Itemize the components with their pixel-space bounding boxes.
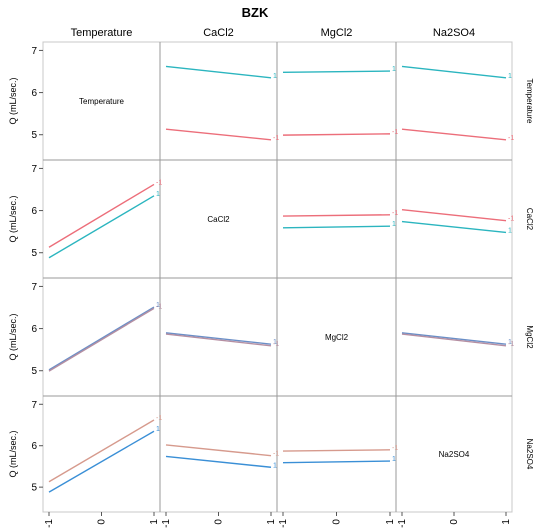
row-header-mgcl2: MgCl2 (525, 325, 534, 349)
series-line (165, 444, 272, 457)
x-tick-label: -1 (278, 519, 289, 528)
series-level-label: 1 (156, 426, 160, 433)
series-line (401, 128, 507, 141)
series-line (48, 306, 155, 371)
column-header-temperature: Temperature (71, 27, 133, 39)
series-level-label: 1 (508, 73, 512, 80)
row-header-na2so4: Na2SO4 (525, 439, 534, 470)
chart-title: BZK (242, 5, 269, 20)
series-line (48, 183, 155, 248)
series-line (48, 430, 155, 493)
y-tick-label: 5 (31, 130, 37, 141)
series-line (165, 333, 272, 347)
diagonal-label-mgcl2: MgCl2 (325, 333, 349, 342)
y-axis-label: Q (mL/sec.) (8, 77, 18, 124)
row-header-cacl2: CaCl2 (525, 208, 534, 231)
series-level-label: 1 (273, 462, 277, 469)
series-line (401, 333, 507, 347)
series-line (48, 195, 155, 259)
x-tick-label: 1 (149, 519, 160, 525)
series-level-label: -1 (508, 216, 514, 223)
series-line (282, 460, 391, 464)
y-tick-label: 7 (31, 46, 37, 57)
y-tick-label: 6 (31, 324, 37, 335)
y-tick-label: 5 (31, 366, 37, 377)
series-level-label: -1 (156, 179, 162, 186)
series-line (401, 332, 507, 345)
x-tick-label: -1 (161, 519, 172, 528)
series-line (282, 225, 391, 229)
series-line (282, 133, 391, 136)
series-line (48, 307, 155, 372)
diagonal-label-na2so4: Na2SO4 (439, 450, 470, 459)
y-tick-label: 6 (31, 441, 37, 452)
series-line (401, 65, 507, 79)
series-level-label: -1 (392, 210, 398, 217)
x-tick-label: 0 (214, 519, 225, 525)
series-level-label: -1 (273, 451, 279, 458)
y-axis-label: Q (mL/sec.) (8, 313, 18, 360)
series-level-label: -1 (156, 303, 162, 310)
series-line (282, 449, 391, 452)
x-tick-label: 1 (385, 519, 396, 525)
column-header-na2so4: Na2SO4 (433, 27, 475, 39)
x-tick-label: 1 (266, 519, 277, 525)
grid-frame: Temperature CaCl2 MgCl2 Na2SO4 Temperature Ca… (8, 27, 534, 528)
series-line (165, 128, 272, 141)
series-line (401, 220, 507, 234)
y-tick-label: 7 (31, 282, 37, 293)
series-level-label: -1 (273, 135, 279, 142)
x-tick-label: -1 (44, 519, 55, 528)
series-level-label: 1 (508, 227, 512, 234)
x-tick-label: -1 (397, 519, 408, 528)
series-level-label: -1 (273, 341, 279, 348)
y-axis-label: Q (mL/sec.) (8, 195, 18, 242)
diagonal-label-cacl2: CaCl2 (207, 215, 230, 224)
series-level-label: 1 (156, 191, 160, 198)
y-tick-label: 6 (31, 206, 37, 217)
series-level-label: 1 (392, 66, 396, 73)
series-level-label: -1 (156, 415, 162, 422)
series-level-label: 1 (273, 73, 277, 80)
series-line (165, 65, 272, 79)
y-tick-label: 5 (31, 248, 37, 259)
series-level-label: 1 (392, 456, 396, 463)
plot-marks: 1-11-11-1-11-11-111-11-1 1-1-11-11-11 (48, 65, 514, 493)
y-tick-label: 7 (31, 164, 37, 175)
series-level-label: -1 (392, 445, 398, 452)
series-line (165, 455, 272, 468)
diagonal-label-temperature: Temperature (79, 97, 124, 106)
column-header-mgcl2: MgCl2 (321, 27, 353, 39)
series-line (165, 332, 272, 345)
x-tick-label: 1 (501, 519, 512, 525)
series-level-label: 1 (273, 339, 277, 346)
series-level-label: 1 (156, 302, 160, 309)
y-tick-label: 6 (31, 88, 37, 99)
y-tick-label: 5 (31, 483, 37, 494)
x-tick-label: 0 (332, 519, 343, 525)
row-header-temperature: Temperature (525, 79, 534, 124)
series-level-label: -1 (392, 129, 398, 136)
series-line (282, 214, 391, 217)
series-level-label: -1 (508, 135, 514, 142)
column-header-cacl2: CaCl2 (203, 27, 234, 39)
y-axis-label: Q (mL/sec.) (8, 430, 18, 477)
x-tick-label: 0 (97, 519, 108, 525)
series-level-label: 1 (392, 221, 396, 228)
series-level-label: -1 (508, 341, 514, 348)
y-tick-label: 7 (31, 400, 37, 411)
series-line (401, 209, 507, 222)
x-tick-label: 0 (449, 519, 460, 525)
series-level-label: 1 (508, 339, 512, 346)
series-line (48, 419, 155, 483)
series-line (282, 70, 391, 74)
